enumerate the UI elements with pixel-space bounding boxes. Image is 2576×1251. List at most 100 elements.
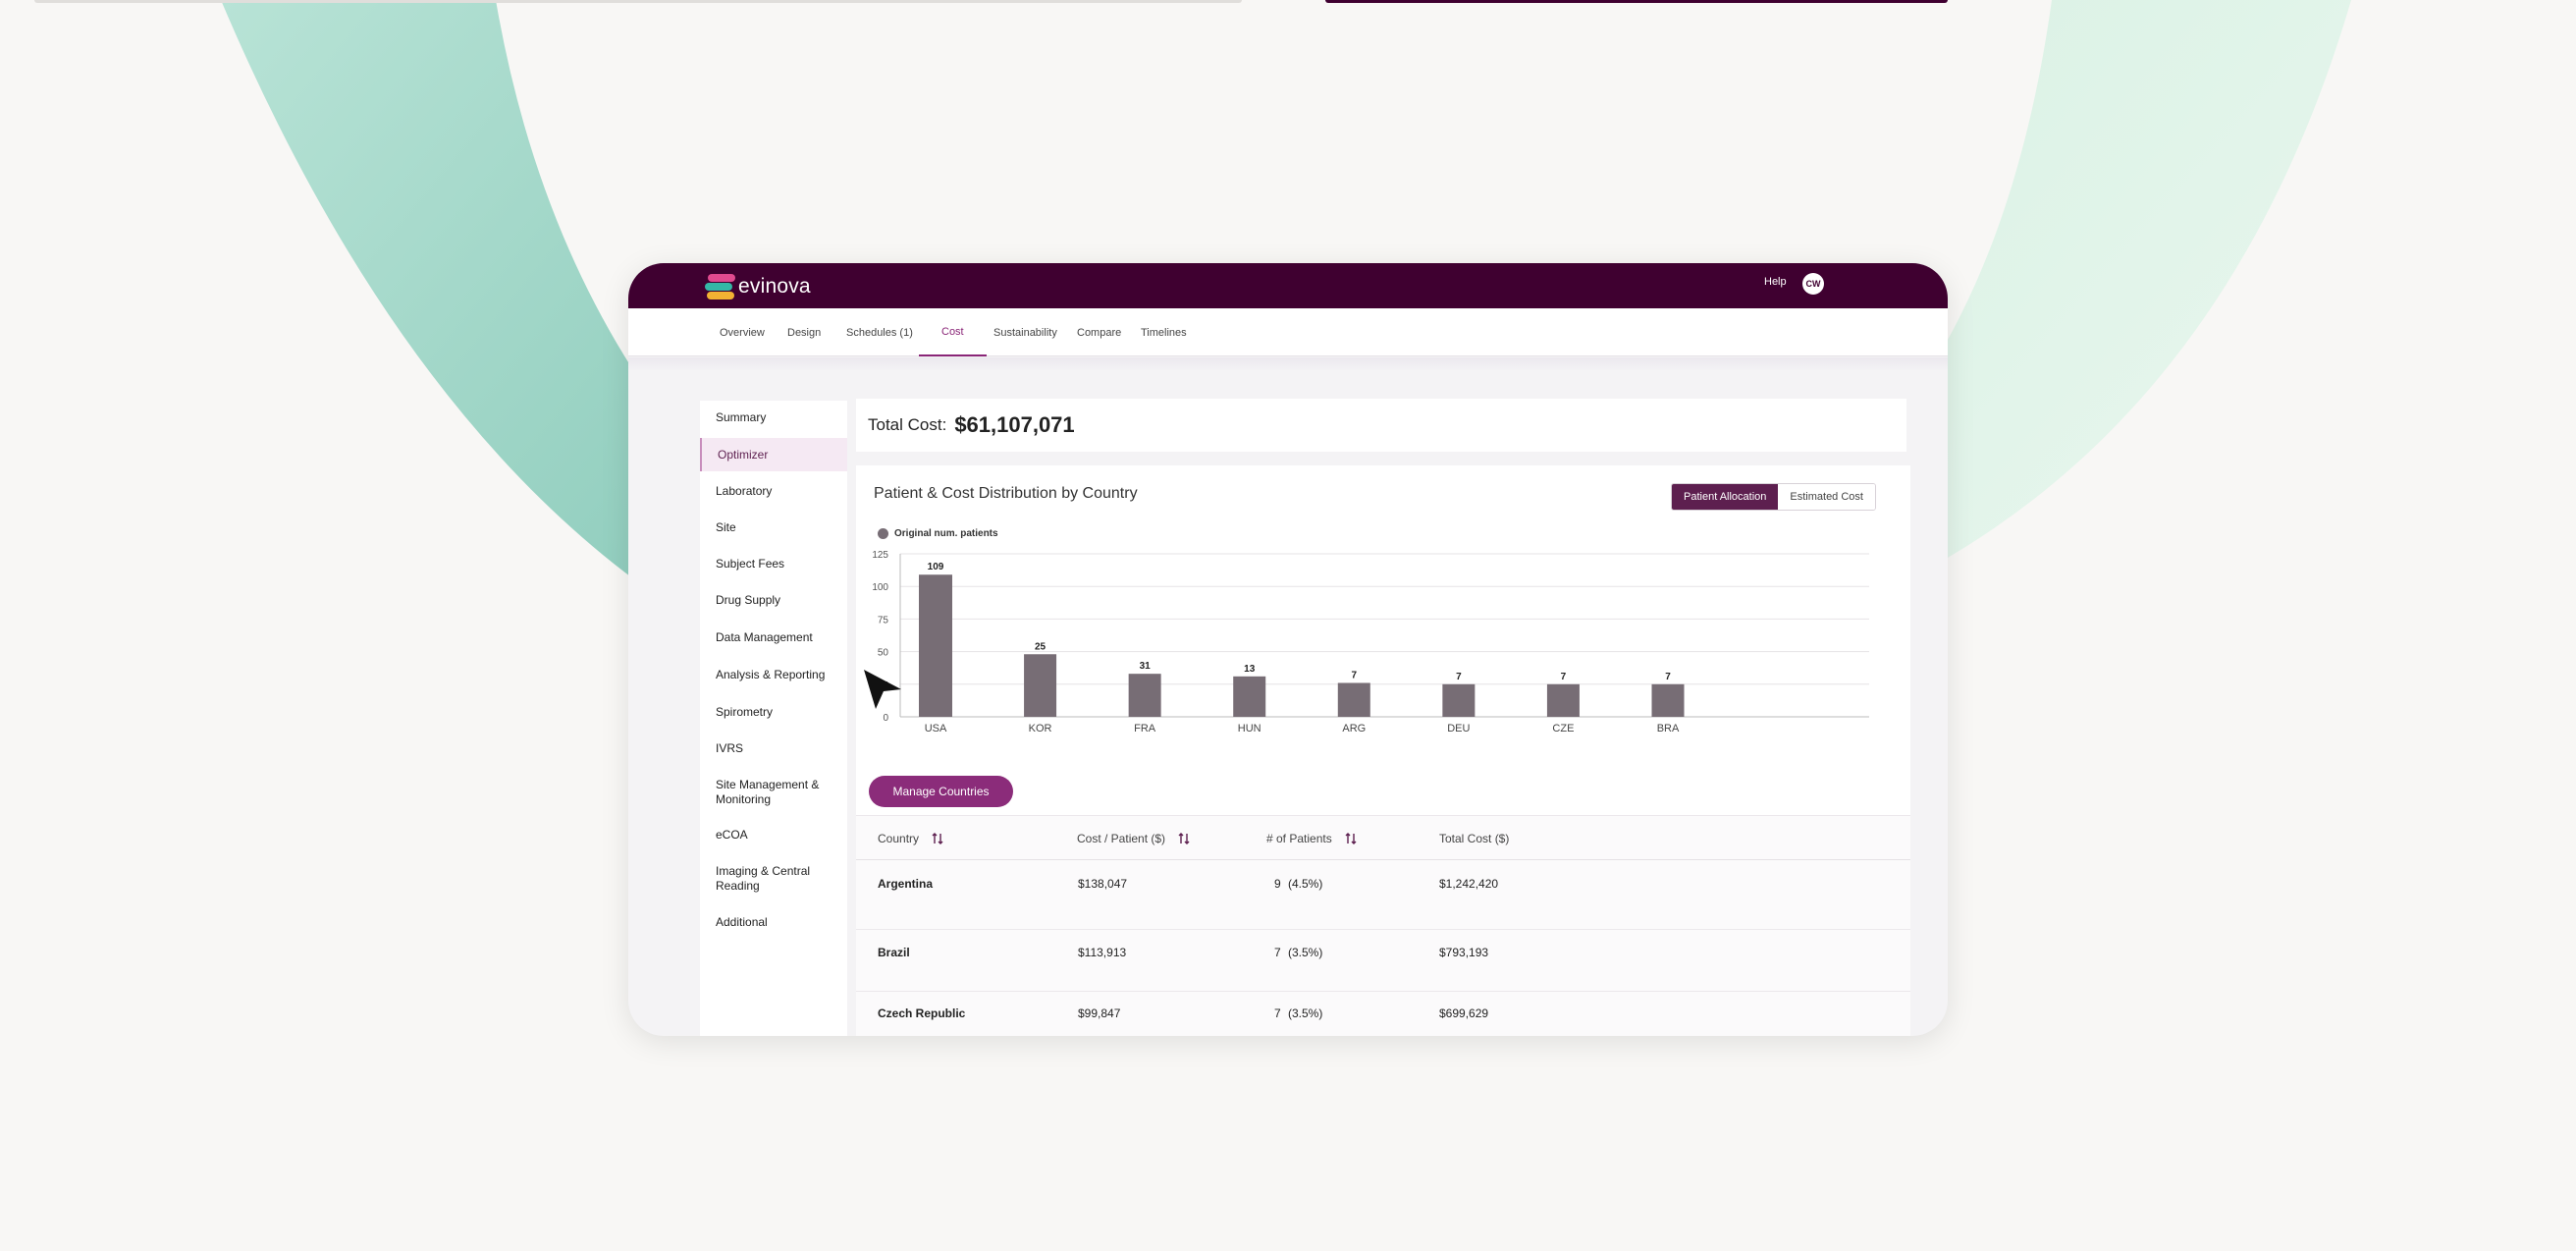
help-link[interactable]: Help bbox=[1764, 276, 1787, 288]
content-shade bbox=[628, 357, 1948, 371]
bar-chart: 0255075100125109USA25KOR31FRA13HUN7ARG7D… bbox=[872, 550, 1869, 734]
sidebar-item-site-management[interactable]: Site Management & Monitoring bbox=[716, 778, 820, 806]
sort-icon[interactable] bbox=[1344, 832, 1358, 845]
table-divider bbox=[856, 859, 1910, 860]
distribution-card: Patient & Cost Distribution by Country P… bbox=[856, 465, 1910, 1036]
cell-patients: 7 bbox=[1274, 1006, 1281, 1020]
cell-total-cost: $1,242,420 bbox=[1439, 877, 1499, 891]
chart-legend: Original num. patients bbox=[878, 528, 998, 539]
sidebar-item-spirometry[interactable]: Spirometry bbox=[716, 705, 774, 719]
sort-icon[interactable] bbox=[931, 832, 944, 845]
sidebar-item-laboratory[interactable]: Laboratory bbox=[716, 484, 773, 498]
column-header-cost-per-patient[interactable]: Cost / Patient ($) bbox=[1077, 832, 1191, 845]
row-divider bbox=[856, 929, 1910, 930]
cell-country: Argentina bbox=[878, 877, 934, 891]
data-label: 109 bbox=[928, 562, 944, 572]
sidebar-item-summary[interactable]: Summary bbox=[716, 410, 767, 424]
mouse-cursor-icon bbox=[864, 670, 901, 709]
y-tick-label: 125 bbox=[872, 550, 888, 561]
cell-cost-per-patient: $99,847 bbox=[1078, 1006, 1121, 1020]
y-tick-label: 0 bbox=[883, 713, 888, 724]
app-window: evinova Help CW Overview Design Schedule… bbox=[628, 263, 1948, 1036]
cell-patients: 7 bbox=[1274, 946, 1281, 959]
sidebar-item-analysis-reporting[interactable]: Analysis & Reporting bbox=[716, 668, 826, 681]
cell-patients-pct: (4.5%) bbox=[1288, 877, 1323, 891]
x-tick-label: BRA bbox=[1657, 723, 1680, 734]
bar bbox=[1442, 683, 1476, 717]
bar bbox=[1024, 654, 1057, 717]
column-header-label: Cost / Patient ($) bbox=[1077, 832, 1166, 845]
bar bbox=[1337, 682, 1370, 717]
legend-label: Original num. patients bbox=[894, 528, 998, 539]
sidebar-item-imaging[interactable]: Imaging & Central Reading bbox=[716, 864, 811, 893]
view-toggle: Patient Allocation Estimated Cost bbox=[1671, 483, 1876, 511]
bar bbox=[1128, 674, 1161, 717]
column-header-label: # of Patients bbox=[1266, 832, 1332, 845]
data-label: 7 bbox=[1456, 672, 1462, 682]
cell-patients-pct: (3.5%) bbox=[1288, 946, 1323, 959]
y-tick-label: 100 bbox=[872, 582, 888, 593]
app-header: evinova Help CW bbox=[628, 263, 1948, 308]
sidebar-item-data-management[interactable]: Data Management bbox=[716, 630, 813, 644]
sidebar-item-additional[interactable]: Additional bbox=[716, 915, 768, 929]
column-header-label: Total Cost ($) bbox=[1439, 832, 1510, 845]
country-table: Country Cost / Patient ($) # of Patients bbox=[856, 815, 1910, 1036]
legend-dot-icon bbox=[878, 528, 888, 539]
column-header-label: Country bbox=[878, 832, 920, 845]
data-label: 7 bbox=[1561, 672, 1567, 682]
cell-total-cost: $699,629 bbox=[1439, 1006, 1489, 1020]
data-label: 13 bbox=[1244, 664, 1256, 675]
estimated-cost-button[interactable]: Estimated Cost bbox=[1778, 484, 1875, 510]
x-tick-label: KOR bbox=[1029, 723, 1052, 734]
x-tick-label: ARG bbox=[1342, 723, 1366, 734]
tab-sustainability[interactable]: Sustainability bbox=[993, 326, 1057, 339]
total-cost-card: Total Cost: $61,107,071 bbox=[856, 399, 1906, 452]
sidebar-item-ivrs[interactable]: IVRS bbox=[716, 741, 744, 755]
logo-mark-icon bbox=[705, 274, 735, 299]
tab-cost[interactable]: Cost bbox=[919, 308, 987, 356]
x-tick-label: HUN bbox=[1238, 723, 1261, 734]
data-label: 25 bbox=[1035, 641, 1046, 652]
row-divider bbox=[856, 991, 1910, 992]
x-tick-label: CZE bbox=[1552, 723, 1574, 734]
sidebar-item-site[interactable]: Site bbox=[716, 520, 736, 534]
sort-icon[interactable] bbox=[1177, 832, 1191, 845]
sidebar-item-drug-supply[interactable]: Drug Supply bbox=[716, 593, 781, 607]
bar bbox=[1651, 683, 1685, 717]
cell-patients: 9 bbox=[1274, 877, 1281, 891]
tab-overview[interactable]: Overview bbox=[720, 326, 765, 339]
total-cost-label: Total Cost: bbox=[868, 415, 947, 434]
cell-total-cost: $793,193 bbox=[1439, 946, 1489, 959]
logo[interactable]: evinova bbox=[705, 274, 811, 299]
bar bbox=[1233, 676, 1266, 717]
tab-design[interactable]: Design bbox=[787, 326, 822, 339]
x-tick-label: FRA bbox=[1134, 723, 1156, 734]
y-tick-label: 75 bbox=[878, 615, 889, 626]
logo-text: evinova bbox=[738, 275, 811, 298]
tab-timelines[interactable]: Timelines bbox=[1141, 326, 1187, 339]
column-header-total-cost[interactable]: Total Cost ($) bbox=[1439, 832, 1509, 845]
bar bbox=[1546, 683, 1580, 717]
total-cost-value: $61,107,071 bbox=[954, 412, 1075, 437]
sidebar-item-subject-fees[interactable]: Subject Fees bbox=[716, 557, 785, 571]
tab-schedules[interactable]: Schedules (1) bbox=[846, 326, 913, 339]
sidebar: Summary Optimizer Laboratory Site Subjec… bbox=[700, 401, 847, 1036]
tab-bar: Overview Design Schedules (1) Cost Susta… bbox=[628, 308, 1948, 356]
data-label: 31 bbox=[1140, 661, 1152, 672]
sidebar-item-ecoa[interactable]: eCOA bbox=[716, 828, 748, 842]
sidebar-item-optimizer[interactable]: Optimizer bbox=[700, 438, 847, 471]
avatar[interactable]: CW bbox=[1802, 273, 1824, 295]
column-header-patients[interactable]: # of Patients bbox=[1266, 832, 1358, 845]
bar bbox=[919, 574, 952, 717]
cell-country: Czech Republic bbox=[878, 1006, 966, 1020]
background-window-fragment bbox=[1325, 0, 1948, 3]
tab-compare[interactable]: Compare bbox=[1077, 326, 1122, 339]
cell-cost-per-patient: $138,047 bbox=[1078, 877, 1128, 891]
y-tick-label: 50 bbox=[878, 648, 889, 659]
column-header-country[interactable]: Country bbox=[878, 832, 944, 845]
x-tick-label: DEU bbox=[1447, 723, 1470, 734]
manage-countries-button[interactable]: Manage Countries bbox=[869, 776, 1013, 807]
cell-patients-pct: (3.5%) bbox=[1288, 1006, 1323, 1020]
patient-allocation-button[interactable]: Patient Allocation bbox=[1672, 484, 1779, 510]
chart-title: Patient & Cost Distribution by Country bbox=[874, 485, 1138, 502]
